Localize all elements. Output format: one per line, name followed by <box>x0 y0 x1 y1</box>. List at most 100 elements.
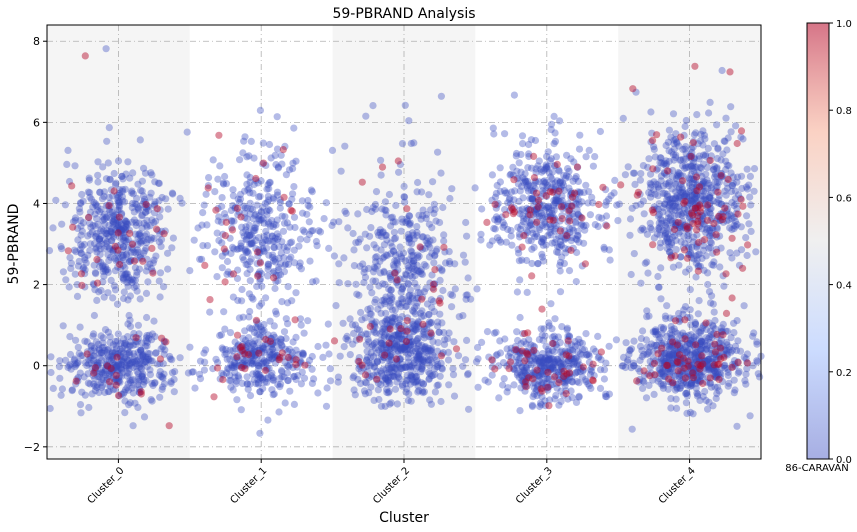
data-point <box>400 182 408 190</box>
data-point <box>218 344 226 352</box>
data-point <box>420 261 428 269</box>
data-point <box>238 223 246 231</box>
data-point <box>534 259 542 268</box>
data-point <box>86 246 94 255</box>
data-point <box>564 356 572 365</box>
data-point <box>123 220 131 228</box>
data-point <box>368 372 376 380</box>
data-point <box>380 332 388 340</box>
data-point-caravan <box>617 181 625 189</box>
data-point <box>355 354 363 362</box>
data-point <box>427 344 436 352</box>
data-point <box>86 219 94 227</box>
data-point <box>111 348 119 356</box>
data-point <box>150 209 159 217</box>
data-point <box>527 348 535 356</box>
data-point <box>645 155 653 163</box>
data-point <box>384 348 392 356</box>
data-point <box>104 328 112 336</box>
data-point <box>339 319 347 327</box>
data-point <box>450 392 459 400</box>
data-point-caravan <box>629 85 637 93</box>
data-point <box>289 338 297 346</box>
data-point <box>121 409 129 417</box>
data-point <box>530 347 538 355</box>
data-point <box>133 268 141 276</box>
data-point <box>661 189 669 197</box>
data-point <box>196 357 205 365</box>
data-point <box>154 226 162 234</box>
data-point <box>239 355 247 363</box>
data-point <box>129 245 137 253</box>
data-point <box>162 195 170 203</box>
data-point <box>155 277 163 285</box>
data-point <box>260 320 268 329</box>
data-point <box>357 367 365 375</box>
data-point <box>369 277 377 285</box>
data-point-caravan <box>702 319 710 327</box>
data-point-caravan <box>430 285 438 293</box>
data-point <box>120 341 129 349</box>
data-point <box>746 193 754 201</box>
data-point <box>548 339 556 347</box>
data-point <box>529 195 537 203</box>
data-point <box>494 216 502 224</box>
data-point <box>545 169 553 177</box>
data-point <box>300 228 309 236</box>
data-point-caravan <box>719 331 727 339</box>
data-point-caravan <box>403 317 411 325</box>
data-point <box>74 343 82 351</box>
data-point <box>424 356 432 364</box>
data-point <box>160 337 168 345</box>
data-point <box>267 334 275 343</box>
data-point <box>410 262 418 270</box>
data-point <box>388 356 396 364</box>
data-point <box>115 217 123 225</box>
data-point <box>136 363 144 371</box>
data-points <box>45 45 765 437</box>
data-point <box>363 244 371 252</box>
data-point <box>528 195 537 203</box>
data-point <box>370 353 378 361</box>
data-point <box>640 210 648 218</box>
data-point <box>382 375 390 383</box>
data-point <box>95 242 103 250</box>
data-point <box>222 350 230 358</box>
data-point <box>704 280 712 289</box>
data-point <box>413 223 421 231</box>
data-point <box>283 219 291 227</box>
data-point <box>335 218 343 226</box>
data-point <box>85 176 93 184</box>
data-point <box>426 396 434 404</box>
data-point <box>659 384 668 392</box>
data-point <box>538 253 547 261</box>
data-point <box>418 365 426 373</box>
data-point <box>72 361 80 369</box>
data-point <box>611 176 619 184</box>
data-point-caravan <box>633 191 641 199</box>
data-point <box>556 339 564 347</box>
data-point <box>106 176 114 184</box>
data-point <box>222 213 230 222</box>
data-point <box>259 247 267 255</box>
data-point <box>529 368 538 376</box>
data-point-caravan <box>256 259 264 267</box>
data-point <box>551 179 559 187</box>
data-point <box>119 225 127 233</box>
data-point <box>415 252 423 260</box>
data-point <box>410 327 418 335</box>
data-point <box>52 196 60 204</box>
data-point <box>127 338 135 346</box>
data-point <box>721 137 729 145</box>
data-point <box>572 200 581 208</box>
data-point <box>255 234 263 242</box>
data-point <box>335 279 343 287</box>
data-point <box>141 169 150 177</box>
data-point <box>119 243 127 251</box>
data-point <box>257 270 266 278</box>
data-point <box>713 390 721 398</box>
data-point <box>398 382 407 390</box>
data-point <box>277 380 285 388</box>
data-point <box>406 349 414 357</box>
data-point <box>346 351 354 359</box>
